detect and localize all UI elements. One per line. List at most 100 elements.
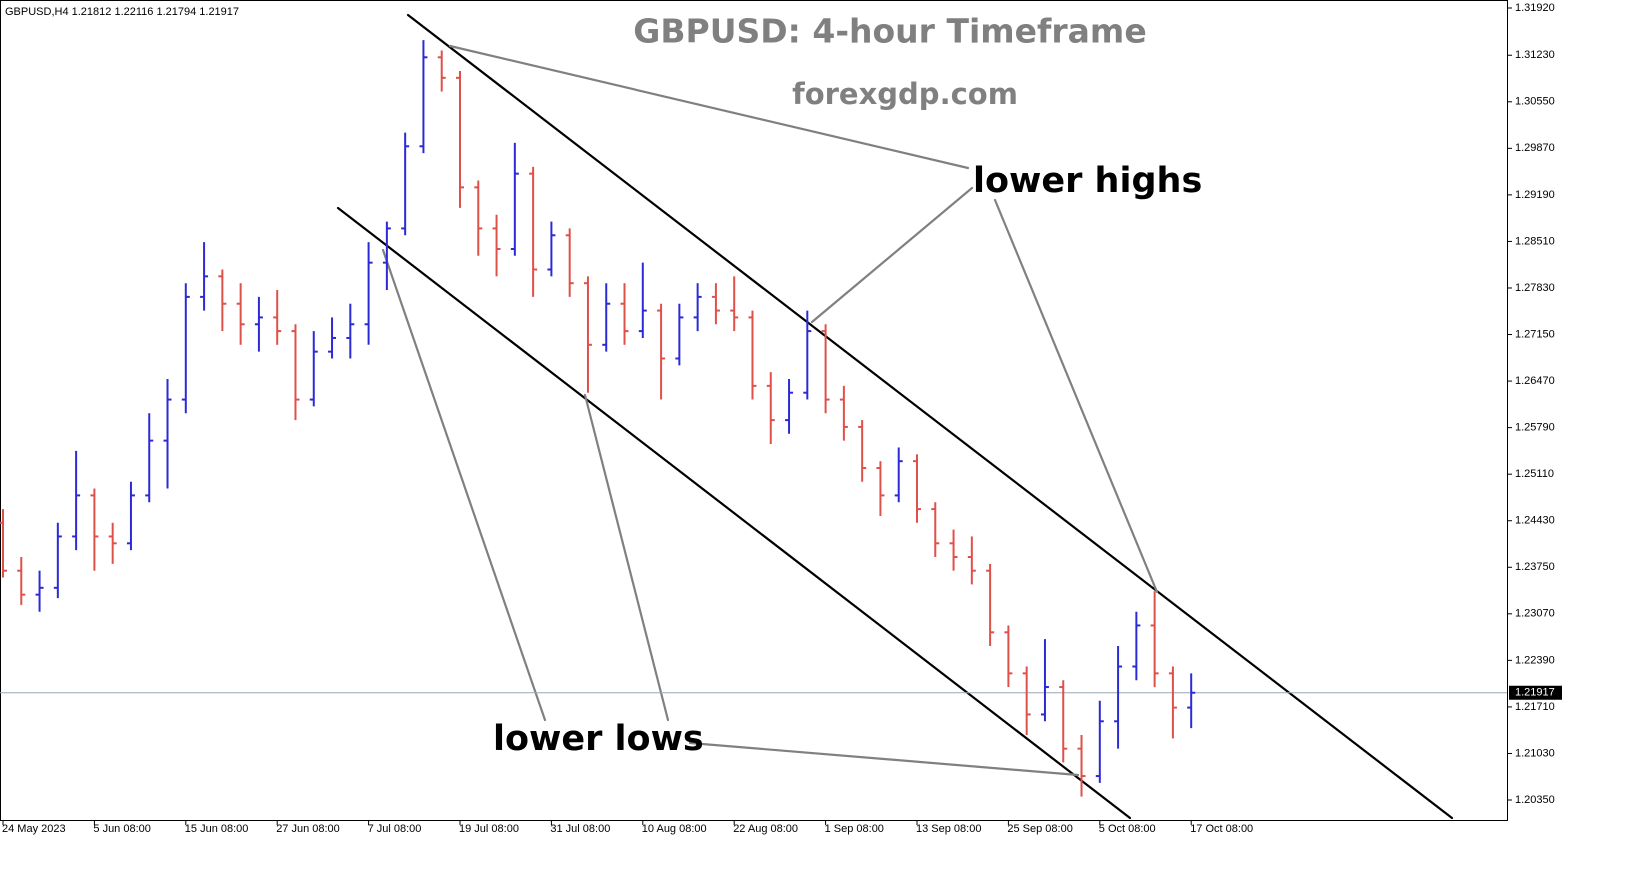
annotation: lower lows <box>493 719 704 759</box>
ohlc-bar <box>1004 625 1013 688</box>
y-tick-label: 1.20350 <box>1515 794 1555 806</box>
x-tick-label: 24 May 2023 <box>2 823 66 835</box>
last-price-box <box>1509 685 1562 700</box>
ohlc-bar <box>108 522 117 564</box>
y-tick-label: 1.25110 <box>1515 468 1554 480</box>
ohlc-bar <box>766 372 775 445</box>
ohlc-bar <box>419 40 428 154</box>
x-tick-label: 10 Aug 08:00 <box>642 823 707 835</box>
ohlc-bar <box>986 563 995 646</box>
y-tick-label: 1.24430 <box>1515 515 1555 527</box>
ohlc-bar <box>35 570 44 612</box>
ohlc-bar <box>236 283 245 345</box>
y-tick-label: 1.29190 <box>1515 189 1555 201</box>
y-tick-label: 1.27830 <box>1515 282 1555 294</box>
pointer-line <box>448 44 970 170</box>
ohlc-bar <box>711 283 720 325</box>
pointer-line <box>993 198 1159 594</box>
ohlc-bar <box>803 310 812 400</box>
ohlc-bar <box>858 420 867 482</box>
ohlc-bar <box>72 450 81 551</box>
ohlc-bar <box>748 310 757 400</box>
channel-lower <box>336 206 1132 820</box>
y-tick-label: 1.23070 <box>1515 608 1555 620</box>
y-tick-label: 1.31920 <box>1515 2 1555 14</box>
ohlc-bar <box>602 283 611 352</box>
x-tick-label: 31 Jul 08:00 <box>550 823 610 835</box>
ohlc-bar <box>1059 680 1068 763</box>
ohlc-bar <box>1022 666 1031 735</box>
y-tick-label: 1.21710 <box>1515 701 1555 713</box>
x-tick-label: 22 Aug 08:00 <box>733 823 798 835</box>
ohlc-bar <box>437 50 446 92</box>
ohlc-bar <box>1077 734 1086 797</box>
x-tick-label: 15 Jun 08:00 <box>185 823 249 835</box>
ohlc-bar <box>382 221 391 291</box>
y-tick-label: 1.22390 <box>1515 654 1555 666</box>
ohlc-bar <box>145 413 154 503</box>
ohlc-bar <box>273 290 282 345</box>
ohlc-bar <box>931 502 940 558</box>
x-tick-label: 5 Oct 08:00 <box>1099 823 1156 835</box>
x-tick-label: 13 Sep 08:00 <box>916 823 981 835</box>
ohlc-bar <box>163 379 172 489</box>
ohlc-bar <box>181 283 190 414</box>
ohlc-bar <box>53 522 62 599</box>
ohlc-bar <box>0 509 7 578</box>
x-tick-label: 5 Jun 08:00 <box>93 823 150 835</box>
ohlc-bar <box>291 324 300 421</box>
ohlc-bar <box>309 331 318 407</box>
ohlc-bar <box>1132 611 1141 681</box>
last-price-label: 1.21917 <box>1515 687 1555 699</box>
ohlc-bar <box>474 180 483 256</box>
y-tick-label: 1.28510 <box>1515 235 1555 247</box>
ohlc-bar <box>1168 666 1177 739</box>
ohlc-bar <box>967 536 976 585</box>
ohlc-bar <box>894 447 903 503</box>
ohlc-bar <box>1150 591 1159 688</box>
ohlc-bar <box>1040 639 1049 722</box>
ohlc-bar <box>401 132 410 236</box>
x-tick-label: 27 Jun 08:00 <box>276 823 340 835</box>
pointer-line <box>688 741 1080 777</box>
ohlc-bar <box>876 461 885 516</box>
ohlc-bar <box>785 379 794 434</box>
ohlc-bar <box>657 303 666 400</box>
ohlc-bar <box>90 488 99 571</box>
ohlc-bar <box>675 303 684 366</box>
ohlc-bar <box>328 317 337 359</box>
ohlc-bar <box>218 269 227 332</box>
ohlc-bar <box>620 283 629 345</box>
chart-title: GBPUSD: 4-hour Timeframe <box>633 12 1146 51</box>
symbol-info: GBPUSD,H4 1.21812 1.22116 1.21794 1.2191… <box>5 6 239 18</box>
y-tick-label: 1.30550 <box>1515 96 1555 108</box>
x-tick-label: 19 Jul 08:00 <box>459 823 519 835</box>
y-tick-label: 1.26470 <box>1515 375 1555 387</box>
x-tick-label: 25 Sep 08:00 <box>1007 823 1072 835</box>
y-tick-label: 1.25790 <box>1515 422 1555 434</box>
ohlc-bar <box>547 221 556 277</box>
drawings <box>336 13 1454 820</box>
y-tick-label: 1.21030 <box>1515 747 1555 759</box>
x-tick-label: 17 Oct 08:00 <box>1190 823 1253 835</box>
chart-subtitle: forexgdp.com <box>792 77 1018 111</box>
ohlc-bar <box>346 303 355 359</box>
ohlc-bar <box>1114 645 1123 749</box>
y-tick-label: 1.29870 <box>1515 142 1555 154</box>
annotation: lower highs <box>973 161 1202 201</box>
ohlc-bar <box>583 276 592 393</box>
ohlc-bar <box>1187 673 1196 729</box>
ohlc-bar <box>839 385 848 441</box>
x-tick-label: 7 Jul 08:00 <box>368 823 422 835</box>
pointer-line <box>381 248 547 722</box>
y-tick-label: 1.23750 <box>1515 561 1555 573</box>
ohlc-bar <box>492 214 501 277</box>
ohlc-bar <box>126 481 135 551</box>
y-tick-label: 1.31230 <box>1515 49 1555 61</box>
ohlc-bar <box>638 262 647 338</box>
ohlc-bar <box>730 276 739 332</box>
ohlc-bar <box>1095 700 1104 783</box>
